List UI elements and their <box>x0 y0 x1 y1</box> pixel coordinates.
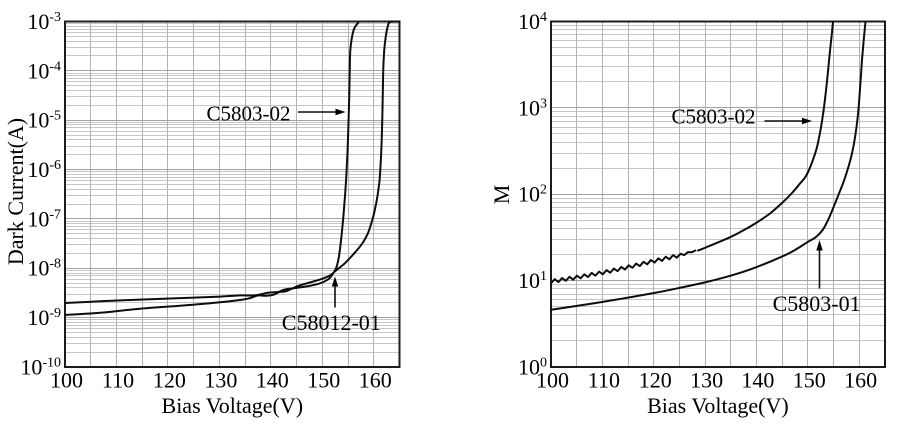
svg-text:C5803-01: C5803-01 <box>773 291 861 316</box>
svg-text:10-10: 10-10 <box>20 354 61 379</box>
svg-text:Bias Voltage(V): Bias Voltage(V) <box>647 393 789 418</box>
svg-text:100: 100 <box>50 368 83 393</box>
svg-text:C5803-02: C5803-02 <box>207 102 291 126</box>
svg-text:120: 120 <box>153 368 186 393</box>
svg-text:160: 160 <box>844 368 877 393</box>
svg-text:120: 120 <box>639 368 672 393</box>
svg-text:100: 100 <box>536 368 569 393</box>
svg-text:C58012-01: C58012-01 <box>282 310 381 335</box>
svg-text:102: 102 <box>518 182 547 207</box>
svg-text:160: 160 <box>359 368 392 393</box>
svg-text:10-9: 10-9 <box>27 305 61 330</box>
svg-text:150: 150 <box>307 368 340 393</box>
svg-text:110: 110 <box>588 368 620 393</box>
svg-text:Bias Voltage(V): Bias Voltage(V) <box>162 393 304 418</box>
svg-text:140: 140 <box>741 368 774 393</box>
svg-text:150: 150 <box>793 368 826 393</box>
svg-text:110: 110 <box>102 368 134 393</box>
svg-text:M: M <box>489 185 514 205</box>
svg-text:Dark Current(A): Dark Current(A) <box>3 118 28 265</box>
svg-text:140: 140 <box>256 368 289 393</box>
svg-text:130: 130 <box>690 368 723 393</box>
svg-text:130: 130 <box>204 368 237 393</box>
svg-text:C5803-02: C5803-02 <box>672 105 756 129</box>
